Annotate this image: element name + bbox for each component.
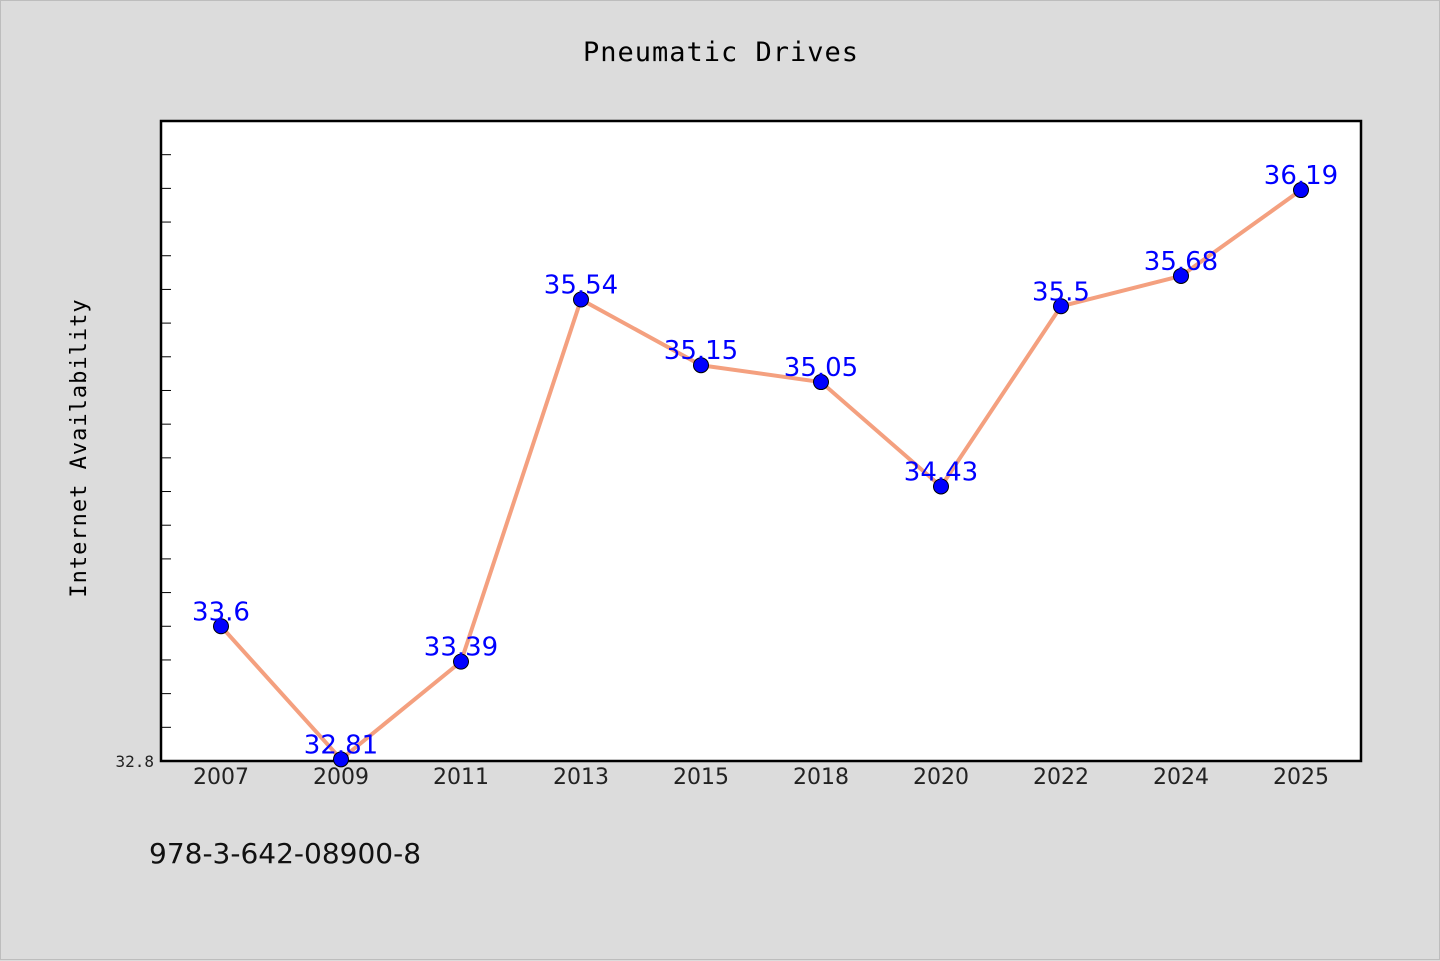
x-tick-label: 2015 [673, 765, 729, 790]
data-label: 35.05 [784, 353, 858, 383]
data-point [933, 478, 949, 495]
data-label: 35.54 [544, 271, 618, 301]
y-tick-label: 32.8 [115, 752, 154, 771]
data-label: 36.19 [1264, 161, 1338, 191]
data-label: 35.68 [1144, 247, 1218, 277]
data-point [1293, 182, 1309, 199]
x-tick-label: 2011 [433, 765, 489, 790]
data-point [813, 374, 829, 391]
y-minor-ticks [161, 120, 171, 762]
series-line [219, 188, 1303, 762]
x-tick-label: 2022 [1033, 765, 1089, 790]
data-label: 34.43 [904, 457, 978, 487]
data-point [1053, 298, 1069, 315]
chart-title: Pneumatic Drives [583, 37, 859, 68]
data-point [453, 653, 469, 670]
data-label: 33.39 [424, 633, 498, 663]
data-label: 32.81 [304, 730, 378, 760]
plot-area [159, 119, 1363, 763]
data-label: 33.6 [192, 597, 250, 627]
data-label: 35.5 [1032, 277, 1090, 307]
x-tick-label: 2018 [793, 765, 849, 790]
data-point [213, 618, 229, 635]
data-labels: 33.6 32.81 33.39 35.54 35.15 35.05 34.43 35.5 35… [192, 161, 1338, 760]
data-label: 35.15 [664, 336, 738, 366]
x-tick-labels: 2007 2009 2011 2013 2015 2018 2020 2022 2024 2025 [193, 765, 1329, 790]
x-tick-label: 2013 [553, 765, 609, 790]
data-point [693, 357, 709, 374]
x-tick-label: 2007 [193, 765, 249, 790]
y-axis-label: Internet Availability [67, 298, 92, 597]
data-point [1173, 267, 1189, 284]
series-layer [213, 182, 1309, 768]
x-tick-label: 2009 [313, 765, 369, 790]
x-tick-label: 2025 [1273, 765, 1329, 790]
x-tick-label: 2024 [1153, 765, 1209, 790]
x-tick-label: 2020 [913, 765, 969, 790]
data-point [573, 291, 589, 308]
data-point [333, 751, 349, 768]
y-tick-labels: 32.8 [115, 752, 154, 771]
isbn-footer: 978-3-642-08900-8 [149, 837, 421, 870]
